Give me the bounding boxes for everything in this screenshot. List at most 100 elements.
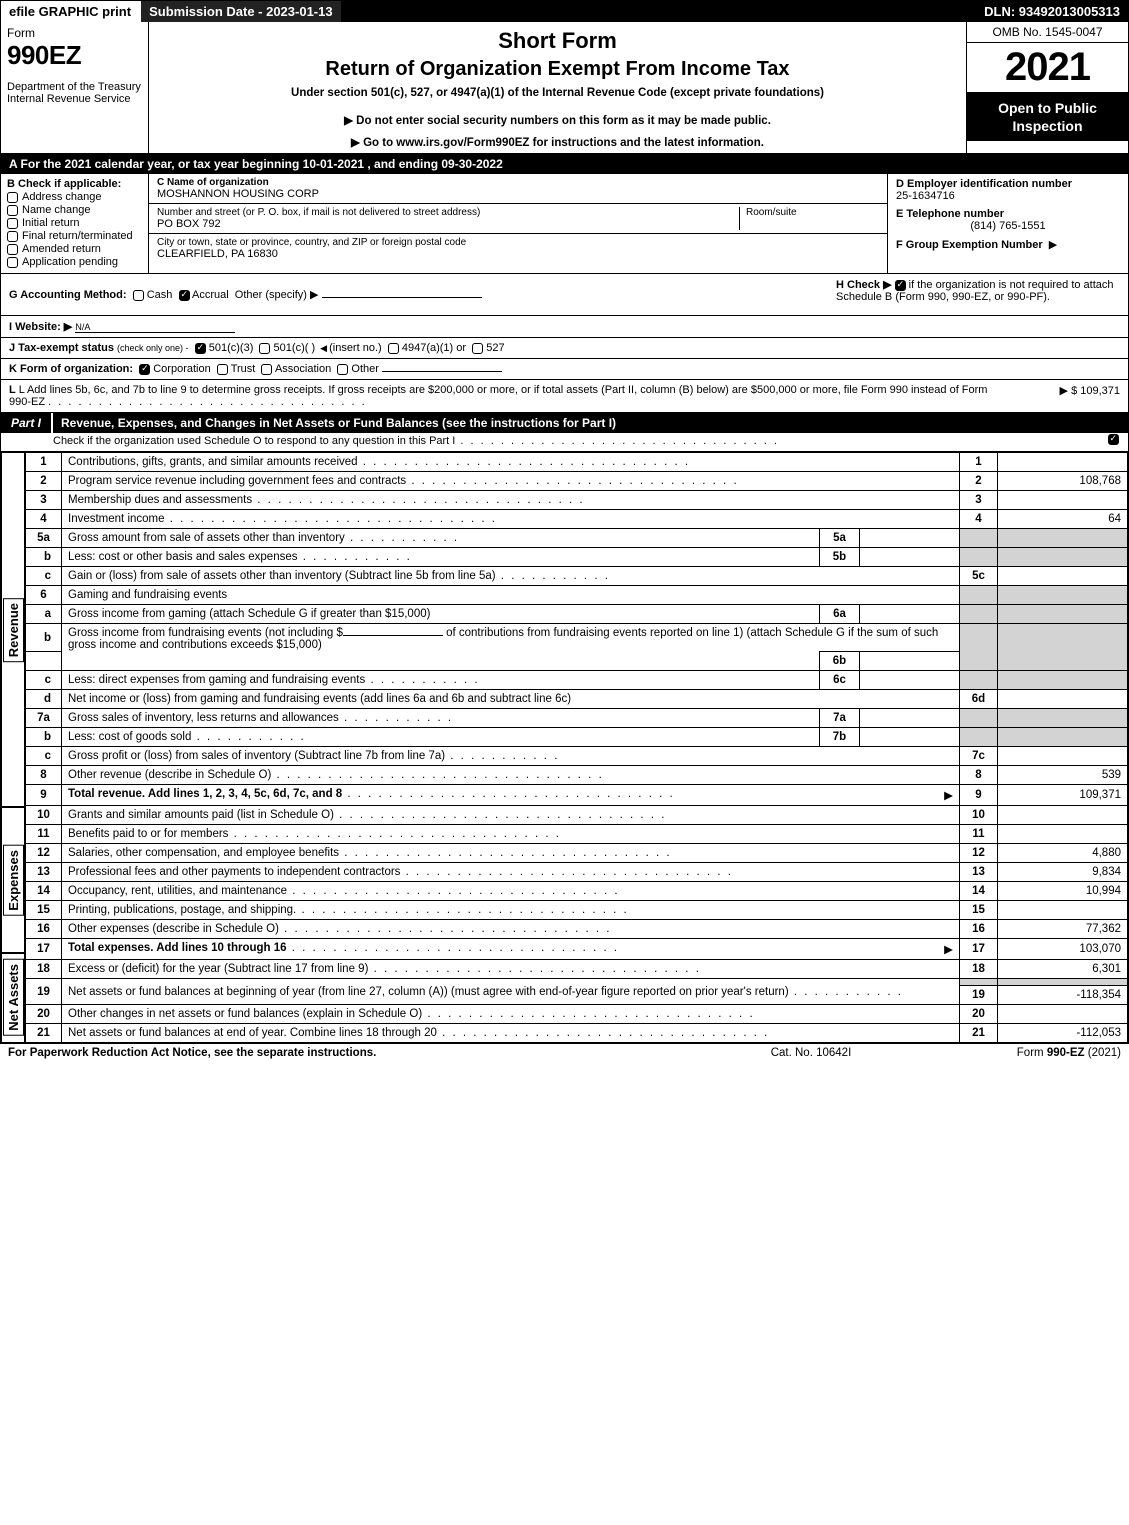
footer-form: Form 990-EZ (2021): [941, 1047, 1121, 1059]
k-other: Other: [351, 363, 379, 375]
j-501c: 501(c)( ): [274, 342, 316, 354]
l-amount: $ 109,371: [1071, 385, 1120, 397]
line-20-desc: Other changes in net assets or fund bala…: [68, 1008, 422, 1020]
line-14-desc: Occupancy, rent, utilities, and maintena…: [68, 885, 287, 897]
g-accrual-check[interactable]: [179, 290, 190, 301]
j-501c-check[interactable]: [259, 343, 270, 354]
line-3-desc: Membership dues and assessments: [68, 494, 252, 506]
check-final-return[interactable]: Final return/terminated: [7, 230, 142, 242]
line-5b-desc: Less: cost or other basis and sales expe…: [68, 551, 298, 563]
line-4-amt: 64: [998, 510, 1128, 529]
line-7a-val: [860, 709, 960, 728]
j-label: J Tax-exempt status: [9, 342, 114, 354]
line-10-amt: [998, 806, 1128, 825]
g-label: G Accounting Method:: [9, 289, 127, 301]
line-18-amt: 6,301: [998, 960, 1128, 979]
submission-date: Submission Date - 2023-01-13: [139, 1, 341, 22]
tax-year: 2021: [967, 43, 1128, 93]
j-501c3-check[interactable]: [195, 343, 206, 354]
line-5c-desc: Gain or (loss) from sale of assets other…: [68, 570, 496, 582]
row-k: K Form of organization: Corporation Trus…: [1, 359, 1128, 380]
j-501c3: 501(c)(3): [209, 342, 254, 354]
omb-number: OMB No. 1545-0047: [967, 22, 1128, 43]
footer-catno: Cat. No. 10642I: [681, 1047, 941, 1059]
line-7b-val: [860, 728, 960, 747]
part-i-header: Part I Revenue, Expenses, and Changes in…: [1, 413, 1128, 452]
h-label: H Check ▶: [836, 279, 892, 291]
phone: (814) 765-1551: [896, 220, 1120, 232]
line-5b-val: [860, 548, 960, 567]
k-corp: Corporation: [153, 363, 210, 375]
k-other-input[interactable]: [382, 371, 502, 372]
line-12-amt: 4,880: [998, 844, 1128, 863]
line-16-desc: Other expenses (describe in Schedule O): [68, 923, 279, 935]
i-label: I Website: ▶: [9, 321, 72, 333]
lines-section: Revenue Expenses Net Assets 1Contributio…: [1, 452, 1128, 1043]
section-b: B Check if applicable: Address change Na…: [1, 174, 149, 273]
goto-link[interactable]: ▶ Go to www.irs.gov/Form990EZ for instru…: [157, 135, 958, 149]
part-i-title: Revenue, Expenses, and Changes in Net As…: [53, 413, 1128, 433]
section-b-title: B Check if applicable:: [7, 178, 142, 190]
k-trust-check[interactable]: [217, 364, 228, 375]
j-4947: 4947(a)(1) or: [402, 342, 466, 354]
g-cash: Cash: [147, 289, 173, 301]
line-6b-desc1: Gross income from fundraising events (no…: [68, 627, 343, 639]
e-phone-label: E Telephone number: [896, 208, 1120, 220]
side-netassets: Net Assets: [3, 959, 24, 1036]
line-8-amt: 539: [998, 766, 1128, 785]
check-name-change[interactable]: Name change: [7, 204, 142, 216]
part-i-sub: Check if the organization used Schedule …: [53, 435, 455, 447]
line-10-desc: Grants and similar amounts paid (list in…: [68, 809, 334, 821]
form-word: Form: [7, 26, 142, 40]
check-address-change[interactable]: Address change: [7, 191, 142, 203]
g-other: Other (specify) ▶: [235, 289, 319, 301]
section-d: D Employer identification number 25-1634…: [888, 174, 1128, 273]
k-other-check[interactable]: [337, 364, 348, 375]
line-9-amt: 109,371: [998, 785, 1128, 806]
part-i-label: Part I: [1, 413, 53, 433]
k-assoc-check[interactable]: [261, 364, 272, 375]
efile-print[interactable]: efile GRAPHIC print: [1, 1, 139, 22]
line-19-amt: -118,354: [998, 986, 1128, 1005]
line-5a-val: [860, 529, 960, 548]
j-4947-check[interactable]: [388, 343, 399, 354]
check-amended-return[interactable]: Amended return: [7, 243, 142, 255]
dont-enter-ssn: ▶ Do not enter social security numbers o…: [157, 113, 958, 127]
line-7c-amt: [998, 747, 1128, 766]
k-assoc: Association: [275, 363, 331, 375]
k-corp-check[interactable]: [139, 364, 150, 375]
line-17-amt: 103,070: [998, 939, 1128, 960]
check-application-pending[interactable]: Application pending: [7, 256, 142, 268]
g-cash-check[interactable]: [133, 290, 144, 301]
open-inspection: Open to Public Inspection: [967, 93, 1128, 141]
part-i-check[interactable]: [1108, 434, 1119, 445]
j-527: 527: [486, 342, 504, 354]
org-street: PO BOX 792: [157, 218, 739, 230]
d-ein-label: D Employer identification number: [896, 178, 1120, 190]
line-7b-desc: Less: cost of goods sold: [68, 731, 191, 743]
line-15-desc: Printing, publications, postage, and shi…: [68, 904, 296, 916]
website-value: N/A: [75, 322, 235, 333]
g-accrual: Accrual: [192, 289, 229, 301]
form-number: 990EZ: [7, 40, 142, 71]
g-other-input[interactable]: [322, 297, 482, 298]
line-6-desc: Gaming and fundraising events: [68, 589, 227, 601]
line-12-desc: Salaries, other compensation, and employ…: [68, 847, 339, 859]
under-section: Under section 501(c), 527, or 4947(a)(1)…: [157, 87, 958, 99]
line-6c-desc: Less: direct expenses from gaming and fu…: [68, 674, 365, 686]
check-initial-return[interactable]: Initial return: [7, 217, 142, 229]
line-5a-desc: Gross amount from sale of assets other t…: [68, 532, 345, 544]
j-527-check[interactable]: [472, 343, 483, 354]
lines-table: 1Contributions, gifts, grants, and simil…: [25, 452, 1128, 1043]
line-16-amt: 77,362: [998, 920, 1128, 939]
line-11-amt: [998, 825, 1128, 844]
row-g: G Accounting Method: Cash Accrual Other …: [1, 274, 828, 315]
section-c: C Name of organization MOSHANNON HOUSING…: [149, 174, 888, 273]
line-6a-val: [860, 605, 960, 624]
h-checkbox[interactable]: [895, 280, 906, 291]
line-13-amt: 9,834: [998, 863, 1128, 882]
return-title: Return of Organization Exempt From Incom…: [157, 58, 958, 81]
line-6b-input[interactable]: [343, 635, 443, 636]
k-trust: Trust: [231, 363, 256, 375]
dept: Department of the Treasury Internal Reve…: [7, 81, 142, 105]
